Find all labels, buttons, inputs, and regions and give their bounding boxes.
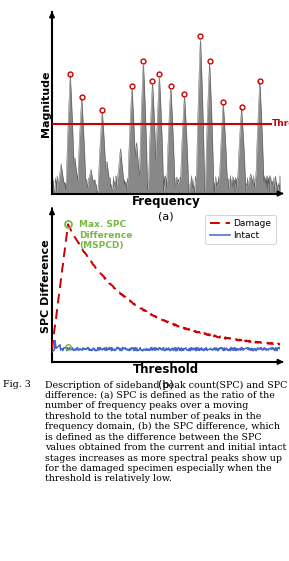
Y-axis label: Magnitude: Magnitude: [41, 71, 51, 137]
Text: Fig. 3: Fig. 3: [3, 380, 31, 389]
Text: (b): (b): [158, 380, 174, 390]
Text: Max. SPC
Difference
(MSPCD): Max. SPC Difference (MSPCD): [79, 220, 133, 250]
Legend: Damage, Intact: Damage, Intact: [205, 215, 276, 244]
Text: (a): (a): [158, 211, 174, 222]
Text: Description of sideband peak count(SPC) and SPC difference: (a) SPC is defined a: Description of sideband peak count(SPC) …: [45, 380, 287, 484]
X-axis label: Frequency: Frequency: [132, 195, 201, 208]
X-axis label: Threshold: Threshold: [133, 363, 199, 376]
Text: Threshold: Threshold: [272, 119, 289, 128]
Y-axis label: SPC Difference: SPC Difference: [41, 240, 51, 333]
